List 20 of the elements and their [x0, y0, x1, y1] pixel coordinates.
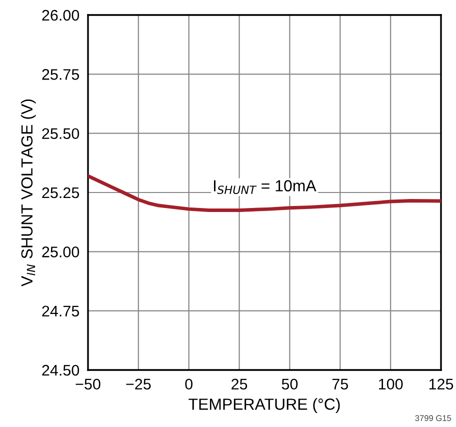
y-axis-title: V$_{IN}$ SHUNT VOLTAGE (V)	[20, 100, 36, 286]
x-tick-label: 75	[332, 378, 348, 390]
x-tick-label: −50	[76, 378, 100, 390]
y-tick-label: 24.50	[42, 364, 80, 376]
line-series	[88, 174, 441, 212]
y-tick-label: 25.50	[42, 128, 80, 140]
x-tick-label: 25	[232, 378, 248, 390]
y-tick-label: 25.25	[42, 187, 80, 198]
x-tick-label: 50	[282, 378, 298, 390]
x-axis-title: TEMPERATURE (°C)	[188, 398, 340, 414]
y-tick-label: 25.00	[42, 246, 80, 258]
x-tick-label: −25	[126, 378, 151, 390]
annotation: I$_{SHUNT}$ = 10mA	[214, 180, 316, 194]
text: 3799 G15	[415, 415, 452, 422]
y-tick-label: 25.75	[42, 69, 80, 80]
x-tick-label: 0	[185, 378, 193, 390]
x-tick-label: 125	[429, 378, 454, 390]
y-tick-label: 24.75	[42, 306, 80, 317]
x-tick-label: 100	[378, 378, 403, 390]
y-tick-label: 26.00	[42, 10, 80, 21]
